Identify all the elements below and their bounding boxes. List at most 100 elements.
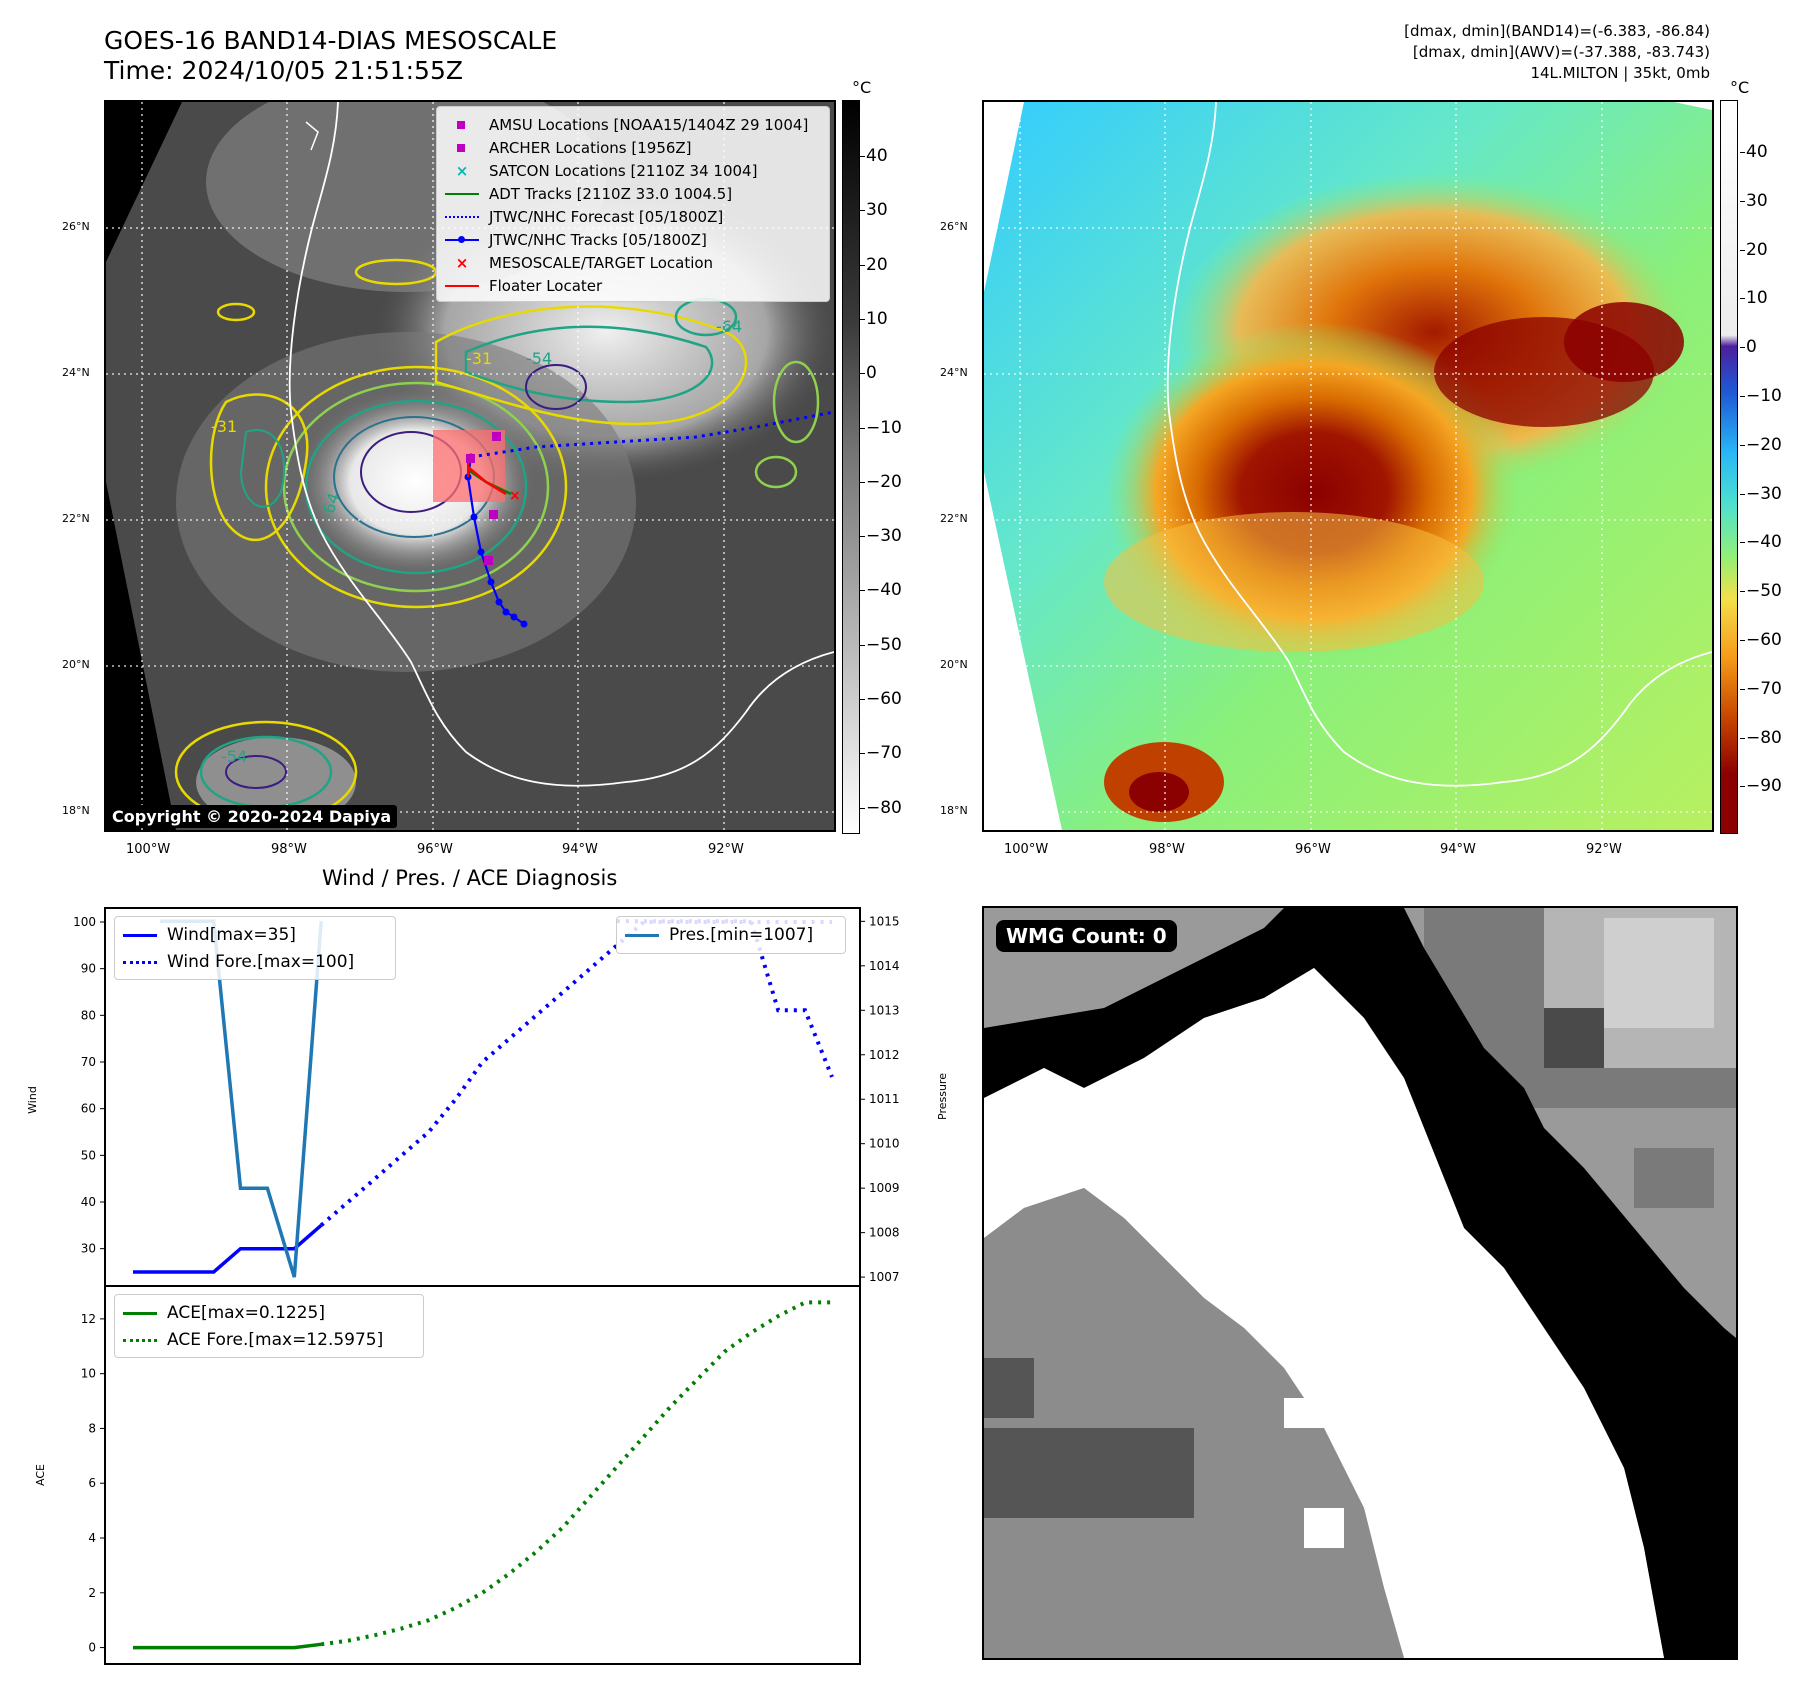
pressure-forecast-line [616,919,834,1078]
contour-label: -54 [221,747,247,766]
lon-label: 96°W [417,842,453,857]
legend-label: Pres.[min=1007] [669,924,814,945]
axis-tick-label: 80 [81,1008,96,1022]
colorbar-tick-label: 10 [866,308,888,329]
colorbar-tick [1740,786,1745,788]
axis-tick-label: 70 [81,1055,96,1069]
amsu-marker [492,432,501,441]
colorbar-unit: °C [852,78,872,97]
colorbar-tick [860,210,865,212]
colorbar-tick [860,156,865,157]
info-awv-range: [dmax, dmin](AWV)=(-37.388, -83.743) [1412,43,1710,61]
colorbar-tick [1740,493,1745,495]
wind-forecast-line [319,920,832,1227]
figure-time: Time: 2024/10/05 21:51:55Z [104,56,463,85]
lat-label: 22°N [940,512,968,525]
colorbar-tick [860,427,865,429]
axis-tick-label: 0 [88,1641,96,1655]
legend-satcon: × SATCON Locations [2110Z 34 1004] [455,161,758,180]
colorbar-tick-label: 30 [1746,190,1768,211]
wmg-image [984,908,1736,1658]
colorbar-tick-label: −10 [1746,386,1782,406]
legend-forecast: JTWC/NHC Forecast [05/1800Z] [445,205,821,228]
colorbar-tick [1740,444,1745,446]
colorbar-tick [1740,298,1745,300]
colorbar-tick-label: 0 [1746,337,1757,358]
axis-tick-label: 8 [88,1421,96,1435]
colorbar-tick-label: −20 [1746,434,1782,455]
colorbar-tick-label: −70 [866,743,902,764]
colorbar-tick-label: 20 [1746,239,1768,260]
axis-tick-label: 50 [81,1148,96,1162]
axis-tick-label: 1009 [869,1181,900,1195]
colorbar-tick-label: 10 [1746,288,1768,309]
awv-map-panel [982,100,1714,832]
legend-floater: Floater Locater [445,274,821,297]
colorbar-tick [860,481,865,483]
colorbar-tick-label: −50 [866,634,902,655]
legend-amsu: AMSU Locations [NOAA15/1404Z 29 1004] [445,113,821,136]
lat-label: 18°N [940,804,968,817]
wind-legend: Wind[max=35] Wind Fore.[max=100] [114,916,396,980]
colorbar-tick-label: −60 [1746,630,1782,650]
legend-label: Wind[max=35] [167,924,296,945]
axis-tick-label: 1011 [869,1092,900,1106]
colorbar-tick-label: −50 [1746,581,1782,602]
lat-label: 20°N [940,658,968,671]
lat-label: 26°N [940,220,968,233]
legend-label: ARCHER Locations [1956Z] [489,138,692,157]
colorbar-tick [860,264,865,266]
wmg-panel: WMG Count: 0 [982,906,1738,1660]
legend-label: SATCON Locations [2110Z 34 1004] [489,161,758,180]
axis-tick-label: 60 [81,1102,96,1116]
axis-tick-label: 10 [81,1367,96,1381]
lon-label: 98°W [1149,842,1185,857]
colorbar-gray [842,100,860,834]
lon-label: 96°W [1295,842,1331,857]
colorbar-tick [860,318,865,320]
figure-title: GOES-16 BAND14-DIAS MESOSCALE [104,26,558,55]
colorbar-tick [1740,542,1745,544]
colorbar-tick [860,644,865,646]
colorbar-tick-label: 40 [1746,142,1768,162]
floater-line [467,466,507,496]
colorbar-tick-label: −10 [866,417,902,438]
legend-target: × MESOSCALE/TARGET Location [455,253,714,272]
ace-forecast-line [320,1300,832,1647]
diag-title: Wind / Pres. / ACE Diagnosis [322,866,618,890]
colorbar-tick [860,373,865,375]
colorbar-tick-label: −70 [1746,678,1782,699]
colorbar-tick [1740,347,1745,349]
contour-label: -31 [211,417,237,436]
legend-label: AMSU Locations [NOAA15/1404Z 29 1004] [489,115,809,134]
copyright-badge: Copyright © 2020-2024 Dapiya [106,805,398,828]
colorbar-tick-label: −30 [866,526,902,547]
target-marker: × [509,488,521,504]
colorbar-tick [1740,249,1745,251]
legend-label: MESOSCALE/TARGET Location [489,253,714,272]
colorbar-tick [860,807,865,809]
axis-tick-label: 2 [88,1586,96,1600]
ace-legend: ACE[max=0.1225] ACE Fore.[max=12.5975] [114,1294,424,1358]
colorbar-tick-label: −60 [866,689,902,709]
axis-tick-label: 90 [81,962,96,976]
colorbar-tick-label: −30 [1746,483,1782,504]
colorbar-tick-label: −20 [866,471,902,492]
legend-label: JTWC/NHC Tracks [05/1800Z] [489,230,707,249]
colorbar-tick-label: −80 [866,797,902,818]
colorbar-unit: °C [1730,78,1750,97]
contour-label: -54 [526,349,552,368]
colorbar-tick [1740,737,1745,739]
pressure-legend: Pres.[min=1007] [616,916,846,954]
axis-tick-label: 1013 [869,1003,900,1017]
colorbar-color [1720,100,1738,834]
colorbar-tick-label: 20 [866,254,888,275]
legend-label: JTWC/NHC Forecast [05/1800Z] [489,207,724,226]
wind-line [133,1223,323,1274]
ace-axis-label: ACE [34,1464,47,1486]
lon-label: 92°W [1586,842,1622,857]
colorbar-tick [1740,200,1745,202]
colorbar-tick-label: 30 [866,200,888,221]
colorbar-tick [860,699,865,700]
